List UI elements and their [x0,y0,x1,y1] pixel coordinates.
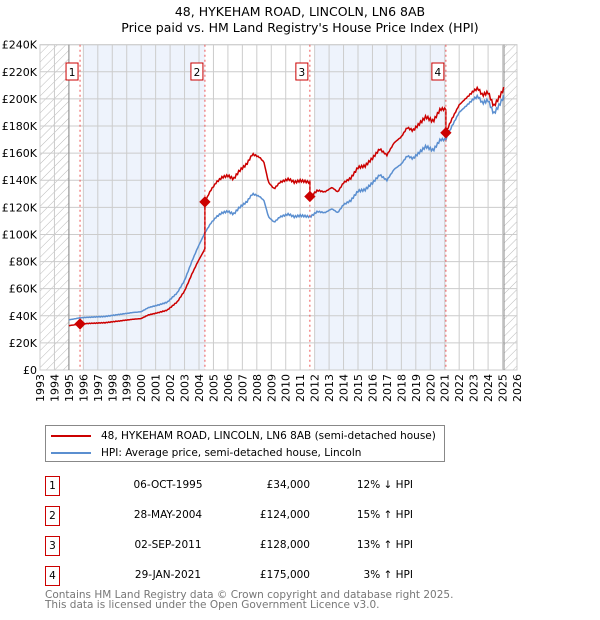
y-tick-label: £180K [2,120,38,133]
y-tick-label: £120K [2,201,38,214]
x-tick-label: 2017 [381,374,394,402]
x-tick-label: 2000 [135,374,148,402]
footer-line: Contains HM Land Registry data © Crown c… [45,589,454,601]
legend-swatch-hpi [51,452,91,454]
sale-label: 2 [194,67,201,79]
sale-label-box [431,62,445,81]
y-tick-label: £20K [9,337,38,350]
x-tick-label: 2010 [280,374,293,402]
x-tick-label: 2020 [424,374,437,402]
y-tick-label: £200K [2,93,38,106]
sale-price: £34,000 [266,479,310,491]
x-tick-label: 2008 [251,374,264,402]
sale-price: £128,000 [259,539,310,551]
sale-price: £124,000 [259,509,310,521]
sale-row: 1 06-OCT-1995 £34,000 12% ↓ HPI [45,476,465,496]
sale-hpi-diff: 3% ↑ HPI [363,569,413,581]
x-tick-label: 2024 [482,374,495,402]
sale-number-badge: 1 [45,476,60,496]
legend-label: HPI: Average price, semi-detached house,… [101,447,362,459]
x-tick-label: 1995 [63,374,76,402]
x-tick-label: 1993 [34,374,47,402]
sale-hpi-diff: 13% ↑ HPI [356,539,413,551]
y-tick-label: £220K [2,66,38,79]
x-tick-label: 2006 [222,374,235,402]
price-chart: 1993 1994 1995 1996 1997 1998 1999 2000 2001 2002… [2,39,524,402]
sale-hpi-diff: 15% ↑ HPI [356,509,413,521]
sale-date: 28-MAY-2004 [133,509,203,521]
footer-line: This data is licensed under the Open Gov… [45,599,380,611]
sale-date: 06-OCT-1995 [133,479,203,491]
x-tick-label: 2016 [366,374,379,402]
x-tick-label: 1997 [92,374,105,402]
sale-label: 3 [299,67,306,79]
y-tick-label: £160K [2,147,38,160]
property-line [68,85,505,327]
sale-number-badge: 4 [45,566,60,586]
x-tick-label: 2004 [193,374,206,402]
sale-point [199,196,211,208]
hpi-line [68,93,505,321]
x-tick-label: 1999 [121,374,134,402]
y-tick-label: £100K [2,228,38,241]
chart-subtitle: Price paid vs. HM Land Registry's House … [121,20,479,35]
x-tick-label: 2026 [511,374,524,402]
sale-label-box [190,62,204,81]
legend-item-hpi: HPI: Average price, semi-detached house,… [51,446,361,460]
legend: 48, HYKEHAM ROAD, LINCOLN, LN6 8AB (semi… [45,425,445,462]
y-tick-label: £0 [23,364,37,377]
sale-label-box [65,62,79,81]
sale-point [440,127,452,139]
x-tick-label: 2014 [338,374,351,402]
x-tick-label: 2001 [150,374,163,402]
sale-price: £175,000 [259,569,310,581]
y-tick-label: £40K [9,310,38,323]
sale-row: 4 29-JAN-2021 £175,000 3% ↑ HPI [45,566,465,586]
y-tick-label: £140K [2,174,38,187]
sale-hpi-diff: 12% ↓ HPI [356,479,413,491]
sale-point [304,190,316,203]
x-tick-label: 2019 [410,374,423,402]
chart-title: 48, HYKEHAM ROAD, LINCOLN, LN6 8AB [174,4,426,19]
x-tick-label: 2009 [265,374,278,402]
x-tick-label: 2005 [207,374,220,402]
x-tick-label: 2015 [352,374,365,402]
sale-date: 02-SEP-2011 [134,539,202,551]
x-tick-label: 2007 [236,374,249,402]
legend-item-property: 48, HYKEHAM ROAD, LINCOLN, LN6 8AB (semi… [51,429,436,443]
y-tick-label: £240K [2,39,38,52]
x-tick-label: 2023 [468,374,481,402]
sale-label-box [295,62,309,81]
y-tick-label: £80K [9,256,38,269]
x-tick-label: 2012 [309,374,322,402]
x-tick-label: 2021 [439,374,452,402]
x-tick-label: 2018 [395,374,408,402]
sale-label: 4 [435,67,442,79]
x-tick-label: 2002 [164,374,177,402]
x-tick-label: 2025 [497,374,510,402]
x-tick-label: 2011 [294,374,307,402]
plot-border [39,44,518,371]
x-tick-label: 2013 [323,374,336,402]
sale-number-badge: 3 [45,536,60,556]
x-tick-label: 1994 [48,374,61,402]
sale-label: 1 [69,67,76,79]
legend-label: 48, HYKEHAM ROAD, LINCOLN, LN6 8AB (semi… [101,430,436,442]
sale-number-badge: 2 [45,506,60,526]
y-tick-label: £60K [9,283,38,296]
sale-date: 29-JAN-2021 [134,569,202,581]
footer: Contains HM Land Registry data © Crown c… [45,589,454,611]
legend-swatch-property [51,435,91,437]
x-tick-label: 2022 [453,374,466,402]
x-tick-label: 1998 [106,374,119,402]
sale-row: 2 28-MAY-2004 £124,000 15% ↑ HPI [45,506,465,526]
x-tick-label: 2003 [179,374,192,402]
x-tick-label: 1996 [77,374,90,402]
sale-row: 3 02-SEP-2011 £128,000 13% ↑ HPI [45,536,465,556]
